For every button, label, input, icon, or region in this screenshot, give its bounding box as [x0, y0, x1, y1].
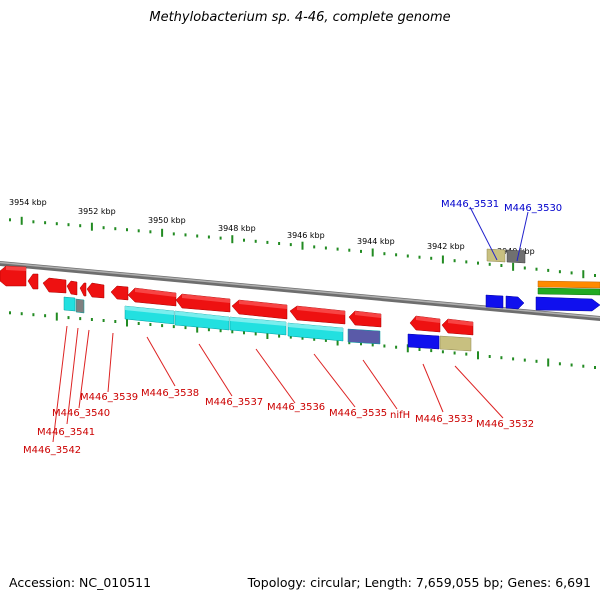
- leader-lines-blue: [469, 206, 529, 262]
- cds-arrow: [27, 273, 39, 290]
- cds-arrow: [66, 280, 78, 296]
- gene-label: M446_3531: [441, 199, 499, 210]
- gene-label: M446_3540: [52, 408, 110, 419]
- ruler-label: 3946 kbp: [287, 231, 325, 240]
- right-features: [407, 248, 600, 352]
- topology-text: Topology: circular; Length: 7,659,055 bp…: [247, 575, 591, 590]
- ruler-label: 3942 kbp: [427, 242, 465, 251]
- gene-label: M446_3537: [205, 397, 263, 408]
- gene-label: M446_3541: [37, 427, 95, 438]
- khaki-feature: [439, 335, 472, 352]
- cds-arrow: [86, 282, 105, 299]
- cds-arrow: [79, 282, 87, 297]
- gene-label: M446_3539: [80, 392, 138, 403]
- gene-label: nifH: [390, 410, 410, 421]
- gray-feature: [506, 249, 526, 264]
- cds-arrow: [110, 285, 129, 301]
- diagram-title: Methylobacterium sp. 4-46, complete geno…: [149, 10, 451, 25]
- orange-feature: [537, 280, 600, 289]
- blue-arrow: [535, 296, 600, 312]
- blue-feature: [407, 333, 440, 350]
- gene-labels: M446_3531 M446_3530 M446_3539 M446_3538 …: [23, 199, 562, 456]
- ruler-label: 3944 kbp: [357, 237, 395, 246]
- ruler-ticks-lower: [9, 311, 596, 369]
- blue-arrow: [505, 295, 525, 310]
- gene-label: M446_3536: [267, 402, 325, 413]
- green-feature: [537, 287, 600, 296]
- gene-label: M446_3535: [329, 408, 387, 419]
- blue-arrow: [485, 294, 504, 309]
- gene-label: M446_3533: [415, 414, 473, 425]
- ruler-label: 3954 kbp: [9, 198, 47, 207]
- ruler-label: 3950 kbp: [148, 216, 186, 225]
- slate-feature: [347, 328, 381, 345]
- cyan-feature: [63, 296, 76, 312]
- ruler-label: 3948 kbp: [218, 224, 256, 233]
- accession-text: Accession: NC_010511: [9, 575, 152, 590]
- gene-label: M446_3538: [141, 388, 199, 399]
- ruler-ticks-upper: [9, 216, 596, 279]
- gene-label: M446_3542: [23, 445, 81, 456]
- gene-label: M446_3530: [504, 203, 562, 214]
- gray-feature: [75, 298, 85, 314]
- ruler-label: 3952 kbp: [78, 207, 116, 216]
- khaki-feature: [486, 248, 506, 263]
- cds-arrow: [42, 277, 67, 294]
- gene-label: M446_3532: [476, 419, 534, 430]
- leader-lines-red: [52, 325, 504, 443]
